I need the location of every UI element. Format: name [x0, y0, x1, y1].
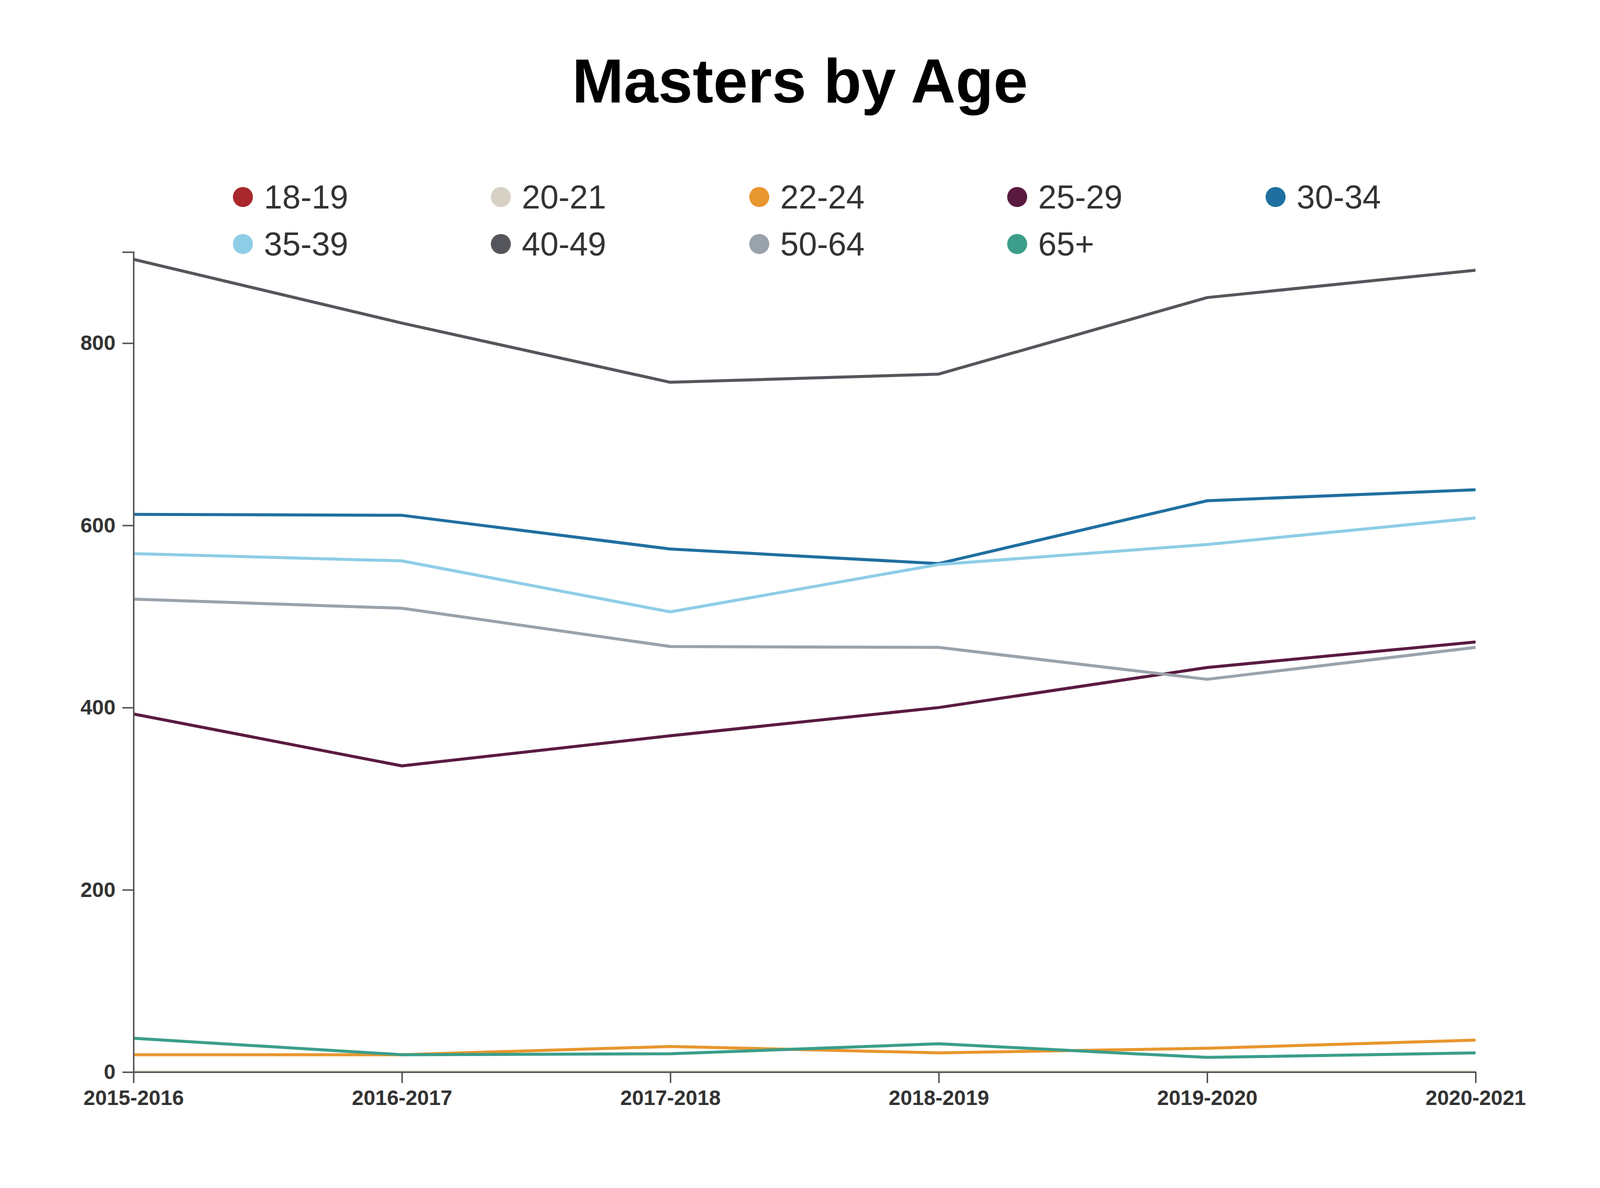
x-tick-mark [1206, 1071, 1209, 1083]
legend-marker [232, 186, 253, 207]
y-tick: 600 [80, 513, 134, 537]
legend-marker [749, 233, 770, 254]
x-tick-mark [132, 1071, 135, 1083]
legend-label: 40-49 [521, 225, 607, 263]
y-tick-label: 600 [80, 513, 116, 537]
legend-marker [1265, 186, 1286, 207]
y-tick: 0 [103, 1059, 134, 1084]
legend-item: 65+ [1007, 225, 1095, 263]
title: Masters by Age [572, 46, 1029, 116]
x-tick-mark [938, 1071, 940, 1083]
legend-item: 50-64 [749, 225, 865, 263]
legend-item: 30-34 [1265, 178, 1382, 216]
series-line [133, 598, 1476, 679]
x-tick-mark [1475, 1071, 1477, 1083]
legend-label: 22-24 [780, 178, 865, 216]
y-tick-label: 800 [80, 330, 116, 355]
y-tick: 800 [80, 330, 134, 355]
x-tick-label: 2020-2021 [1425, 1085, 1527, 1110]
series-line [133, 517, 1476, 612]
legend-label: 18-19 [263, 178, 349, 216]
x-tick: 2017-2018 [620, 1071, 721, 1110]
x-tick: 2019-2020 [1157, 1071, 1258, 1110]
legend-label: 50-64 [780, 225, 865, 263]
x-tick: 2015-2016 [83, 1071, 184, 1110]
y-tick-label: 400 [80, 695, 116, 719]
y-tick-label: 0 [103, 1059, 116, 1084]
legend-marker [232, 233, 253, 254]
series-line [133, 259, 1476, 383]
y-tick-mark [122, 342, 134, 344]
legend-item: 25-29 [1007, 178, 1123, 216]
legend-item: 22-24 [749, 178, 865, 216]
legend-label: 30-34 [1296, 178, 1382, 216]
x-tick-label: 2019-2020 [1157, 1085, 1258, 1110]
legend-marker [490, 186, 511, 207]
lines [133, 259, 1476, 1072]
y-tick-label: 200 [80, 877, 116, 901]
series-line [133, 489, 1476, 564]
x-tick: 2016-2017 [351, 1071, 453, 1110]
legend-label: 65+ [1038, 225, 1095, 263]
y-tick-mark [122, 1071, 134, 1073]
legend-label: 20-21 [521, 178, 607, 216]
y-tick-mark [122, 706, 134, 709]
y-axis-line [122, 252, 134, 1073]
y-axis: 0 200 400 600 800 [80, 252, 134, 1084]
legend-marker [1007, 186, 1028, 207]
legend-item: 18-19 [232, 178, 349, 216]
x-tick-label: 2015-2016 [83, 1085, 184, 1110]
x-tick: 2018-2019 [888, 1071, 990, 1110]
chart: Masters by Age 18-19 20-21 22-24 25-29 30-34 3… [0, 0, 1600, 1188]
legend-item: 35-39 [232, 225, 349, 263]
series-line [133, 641, 1476, 766]
y-tick: 400 [80, 695, 134, 719]
legend-marker [490, 233, 511, 254]
legend-item: 20-21 [490, 178, 607, 216]
x-tick-label: 2018-2019 [888, 1085, 990, 1110]
x-axis-line [133, 1072, 1477, 1084]
x-tick-mark [669, 1071, 672, 1083]
x-tick: 2020-2021 [1425, 1071, 1527, 1110]
y-tick-mark [122, 524, 134, 527]
legend: 18-19 20-21 22-24 25-29 30-34 35-39 40-49 50-64… [232, 178, 1382, 263]
x-axis: 2015-2016 2016-2017 2017-2018 2018-2019 2019… [83, 1071, 1527, 1110]
legend-marker [1007, 233, 1028, 254]
series-line [133, 1038, 1476, 1058]
legend-item: 40-49 [490, 225, 607, 263]
legend-marker [749, 186, 770, 207]
y-tick-mark [122, 889, 134, 891]
x-tick-label: 2017-2018 [620, 1085, 721, 1110]
legend-label: 35-39 [263, 225, 349, 263]
y-tick: 200 [80, 877, 134, 901]
x-tick-label: 2016-2017 [351, 1085, 453, 1110]
legend-label: 25-29 [1038, 178, 1123, 216]
x-tick-mark [401, 1071, 403, 1083]
